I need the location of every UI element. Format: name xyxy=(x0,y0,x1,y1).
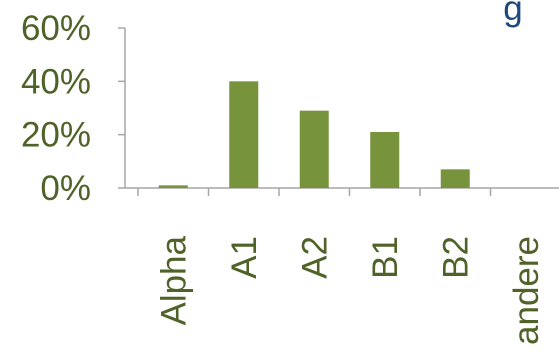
y-axis: 0% 20% 40% 60% xyxy=(21,9,126,208)
bars xyxy=(158,81,470,188)
bar-b2 xyxy=(440,169,470,188)
bar-b1 xyxy=(370,132,400,188)
bar-a2 xyxy=(299,110,329,188)
y-tick-label: 0% xyxy=(40,169,91,208)
x-tick-label: A1 xyxy=(225,236,264,279)
chart-title: g xyxy=(503,0,522,28)
y-tick-label: 20% xyxy=(21,116,91,155)
x-tick-label: Alpha xyxy=(154,235,193,325)
bar-alpha xyxy=(158,185,188,188)
x-tick-labels: Alpha A1 A2 B1 B2 andere xyxy=(154,235,546,345)
x-tick-label: andere xyxy=(507,236,546,345)
x-tick-label: A2 xyxy=(295,236,334,279)
x-tick-label: B1 xyxy=(366,236,405,279)
x-tick-label: B2 xyxy=(436,236,475,279)
x-axis xyxy=(125,187,559,196)
y-tick-label: 40% xyxy=(21,62,91,101)
bar-a1 xyxy=(229,81,259,188)
y-tick-label: 60% xyxy=(21,9,91,48)
